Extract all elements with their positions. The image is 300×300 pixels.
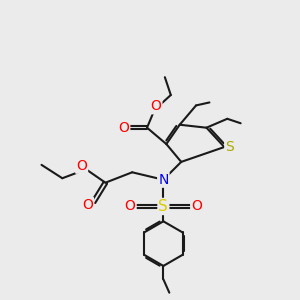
Text: O: O	[118, 121, 129, 135]
Text: S: S	[158, 199, 168, 214]
Text: O: O	[124, 200, 136, 214]
Text: O: O	[151, 99, 161, 113]
Text: O: O	[191, 200, 202, 214]
Text: S: S	[225, 140, 234, 154]
Text: N: N	[158, 173, 169, 187]
Text: O: O	[82, 198, 93, 212]
Text: O: O	[76, 159, 87, 173]
